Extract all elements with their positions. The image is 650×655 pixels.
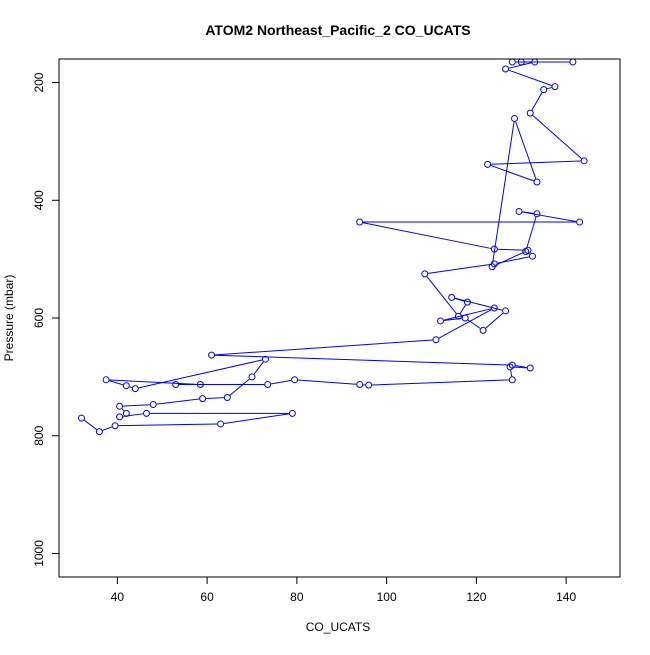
x-tick-label: 80 xyxy=(290,590,304,604)
x-axis-label: CO_UCATS xyxy=(306,620,370,634)
y-axis-label: Pressure (mbar) xyxy=(2,275,16,362)
chart-title: ATOM2 Northeast_Pacific_2 CO_UCATS xyxy=(205,22,470,38)
x-tick-label: 100 xyxy=(377,590,397,604)
y-tick-label: 800 xyxy=(32,425,46,445)
x-tick-label: 60 xyxy=(200,590,214,604)
y-tick-label: 400 xyxy=(32,190,46,210)
x-tick-label: 40 xyxy=(111,590,125,604)
y-tick-label: 200 xyxy=(32,72,46,92)
y-tick-label: 1000 xyxy=(32,540,46,567)
x-tick-label: 120 xyxy=(466,590,486,604)
x-tick-label: 140 xyxy=(556,590,576,604)
y-tick-label: 600 xyxy=(32,308,46,328)
